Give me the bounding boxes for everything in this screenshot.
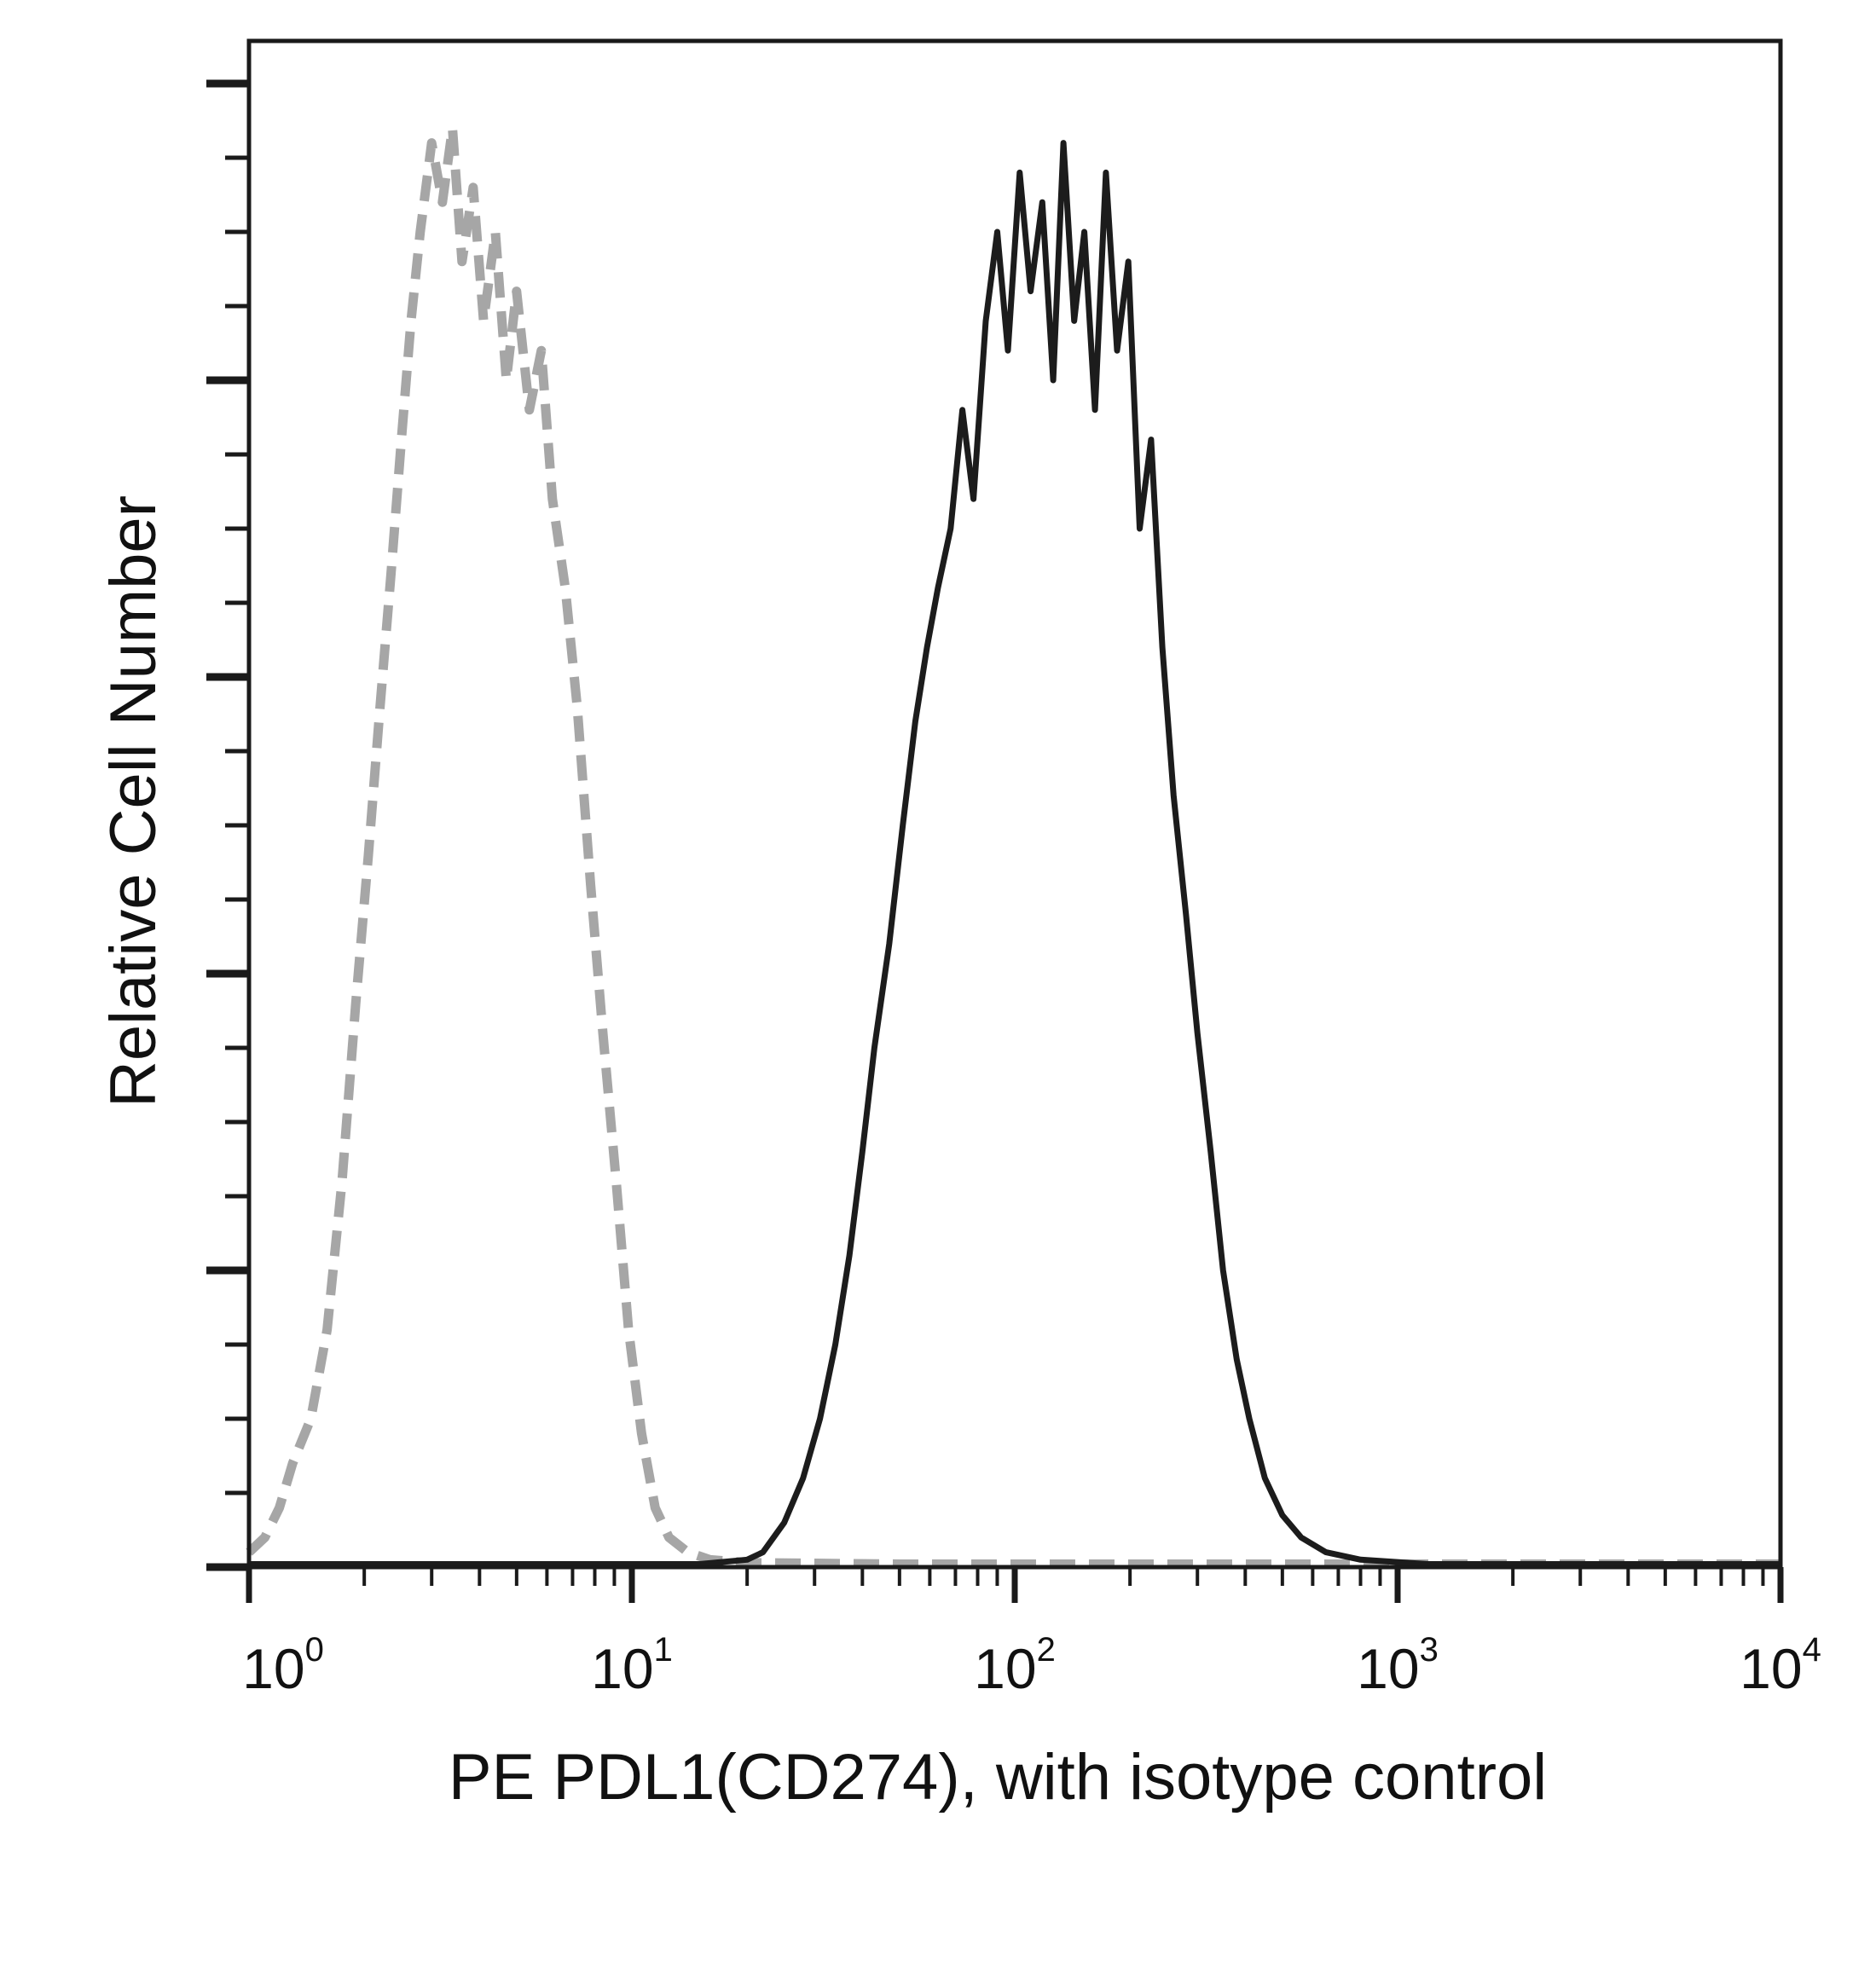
plot-area (246, 123, 1780, 1569)
x-axis-ticks (246, 1567, 1784, 1603)
x-tick-base: 10 (1357, 1637, 1419, 1700)
y-axis-ticks (206, 79, 249, 1571)
x-tick-base: 10 (591, 1637, 653, 1700)
x-tick-label: 102 (974, 1631, 1056, 1700)
x-axis-title: PE PDL1(CD274), with isotype control (449, 1741, 1547, 1813)
x-tick-exponent: 0 (305, 1631, 324, 1669)
axis-labels: 100 101 102 103 104 (242, 1631, 1821, 1700)
y-axis-title: Relative Cell Number (97, 495, 170, 1108)
axes (206, 38, 1784, 1603)
x-tick-base: 10 (242, 1637, 304, 1700)
x-tick-exponent: 2 (1037, 1631, 1056, 1669)
x-tick-base: 10 (1740, 1637, 1802, 1700)
x-tick-label: 100 (242, 1631, 324, 1700)
x-tick-base: 10 (974, 1637, 1036, 1700)
isotype-control-histogram (246, 123, 1780, 1569)
x-tick-label: 103 (1357, 1631, 1439, 1700)
x-tick-exponent: 3 (1420, 1631, 1439, 1669)
x-tick-exponent: 4 (1803, 1631, 1821, 1669)
x-tick-exponent: 1 (654, 1631, 673, 1669)
pdl1-histogram (249, 140, 1780, 1567)
x-tick-label: 104 (1740, 1631, 1821, 1700)
x-tick-label: 101 (591, 1631, 673, 1700)
